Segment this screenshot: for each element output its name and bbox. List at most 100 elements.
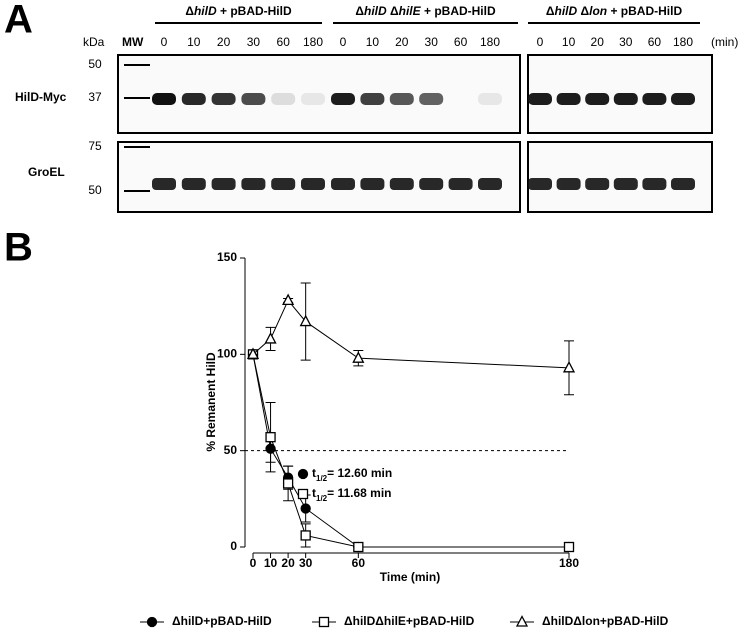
data-point: [352, 351, 365, 363]
band: [419, 93, 444, 105]
data-point: [300, 530, 311, 541]
band: [478, 93, 502, 105]
panel-label: B: [4, 226, 33, 270]
data-point: [300, 503, 311, 514]
data-point: [246, 347, 260, 359]
y-tick-label: 0: [230, 539, 237, 553]
annotation-part: 1/2: [316, 494, 328, 503]
lane-label: 10: [562, 35, 576, 49]
lane-label: 0: [340, 35, 347, 49]
group-title-part: + pBAD-HilD: [217, 4, 292, 18]
blot-frame: [117, 141, 521, 213]
lane-label: 60: [277, 35, 291, 49]
band: [478, 178, 502, 190]
lane-label: 20: [217, 35, 231, 49]
blot-frame: [527, 141, 713, 213]
data-point: [282, 293, 295, 306]
group-title-part: hilD: [554, 4, 577, 18]
band: [152, 178, 176, 190]
annotation-part: = 11.68 min: [327, 486, 391, 500]
band: [241, 93, 266, 105]
lane-label: 60: [648, 35, 662, 49]
annotation-part: = 12.60 min: [327, 466, 392, 480]
lane-label: 180: [673, 35, 693, 49]
group-title: ΔhilD Δlon + pBAD-HilD: [546, 4, 683, 18]
lane-label: 30: [247, 35, 261, 49]
lane-label: 30: [619, 35, 633, 49]
x-tick-label: 0: [250, 556, 257, 570]
lane-label: 10: [187, 35, 201, 49]
lane-label: 20: [395, 35, 409, 49]
annotation-marker: [297, 468, 309, 480]
band: [271, 93, 296, 105]
annotation: t1/2= 12.60 min: [312, 466, 392, 482]
y-axis-title: % Remanent HilD: [204, 352, 218, 452]
band: [301, 93, 325, 105]
band: [585, 93, 610, 105]
group-title-part: Δ: [577, 4, 589, 18]
mw-marker-label: 50: [88, 183, 102, 197]
lane-label: 0: [161, 35, 168, 49]
band: [448, 178, 473, 190]
band: [360, 178, 385, 190]
group-title-part: hilD: [364, 4, 387, 18]
band: [642, 93, 667, 105]
group-title-part: hilD: [194, 4, 217, 18]
blot-label: GroEL: [28, 165, 65, 179]
legend-label: ΔhilD+pBAD-HilD: [172, 614, 272, 628]
band: [389, 178, 414, 190]
band: [642, 178, 667, 190]
band: [613, 93, 638, 105]
data-point: [282, 478, 294, 489]
band: [271, 178, 296, 190]
annotation-part: t: [312, 466, 316, 480]
legend-marker: [515, 615, 529, 627]
band: [671, 178, 695, 190]
legend-marker: [146, 616, 158, 628]
series-line: [252, 299, 570, 369]
x-tick-label: 20: [281, 556, 295, 570]
band: [528, 93, 552, 105]
group-title-part: Δ: [355, 4, 364, 18]
group-title-part: lon: [589, 4, 607, 18]
annotation-part: t: [312, 486, 316, 500]
band: [389, 93, 414, 105]
unit-label: (min): [711, 35, 738, 49]
x-tick-label: 60: [352, 556, 366, 570]
band: [528, 178, 552, 190]
series-line: [252, 354, 569, 548]
x-axis-title: Time (min): [380, 570, 440, 584]
lane-label: 10: [366, 35, 380, 49]
band: [152, 93, 176, 105]
data-point: [562, 360, 576, 373]
band: [671, 93, 695, 105]
band: [331, 93, 355, 105]
data-point: [264, 332, 277, 344]
blot-label: HilD-Myc: [15, 90, 67, 104]
kda-label: kDa: [83, 35, 105, 49]
legend-marker: [318, 616, 330, 628]
group-title-part: Δ: [185, 4, 194, 18]
data-point: [265, 432, 276, 443]
legend-label: ΔhilDΔlon+pBAD-HilD: [542, 614, 669, 628]
x-tick-label: 180: [559, 556, 579, 570]
data-point: [299, 314, 312, 327]
group-title-part: Δ: [546, 4, 555, 18]
group-title: ΔhilD ΔhilE + pBAD-HilD: [355, 4, 496, 18]
mw-label: MW: [122, 35, 144, 49]
lane-label: 20: [591, 35, 605, 49]
band: [211, 93, 236, 105]
mw-marker-label: 50: [88, 57, 102, 71]
band: [360, 93, 385, 105]
y-tick-label: 100: [217, 347, 237, 361]
lane-label: 60: [454, 35, 468, 49]
mw-marker-label: 75: [88, 139, 102, 153]
band: [181, 178, 206, 190]
data-point: [563, 541, 575, 553]
band: [556, 178, 581, 190]
panel-label: A: [4, 0, 33, 42]
lane-label: 180: [480, 35, 500, 49]
annotation: t1/2= 11.68 min: [312, 486, 392, 502]
legend-label: ΔhilDΔhilE+pBAD-HilD: [344, 614, 475, 628]
